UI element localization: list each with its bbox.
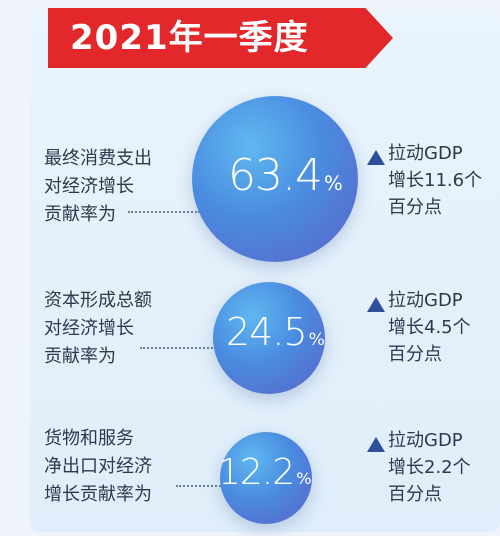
value-bubble <box>192 96 358 262</box>
label-line: 资本形成总额 <box>44 290 152 311</box>
impact-line: 拉动GDP <box>388 143 463 164</box>
net-exports-label: 货物和服务 净出口对经济 增长贡献率为 <box>44 425 152 509</box>
capital-formation-label: 资本形成总额 对经济增长 贡献率为 <box>44 287 152 371</box>
impact-line: 拉动GDP <box>388 430 463 451</box>
triangle-icon <box>367 437 385 452</box>
gdp-impact: 拉动GDP 增长4.5个 百分点 <box>388 287 471 368</box>
value-bubble <box>220 432 312 524</box>
impact-line: 百分点 <box>388 197 442 218</box>
contribution-value: 12.2% <box>218 452 312 493</box>
consumption-label: 最终消费支出 对经济增长 贡献率为 <box>44 145 152 229</box>
leader-line <box>176 485 224 487</box>
gdp-impact: 拉动GDP 增长11.6个 百分点 <box>388 140 482 221</box>
impact-line: 拉动GDP <box>388 290 463 311</box>
label-line: 货物和服务 <box>44 428 134 449</box>
label-line: 对经济增长 <box>44 318 134 339</box>
value-bubble <box>213 282 325 394</box>
label-line: 最终消费支出 <box>44 148 152 169</box>
triangle-icon <box>367 297 385 312</box>
impact-line: 增长11.6个 <box>388 170 483 191</box>
label-line: 净出口对经济 <box>44 456 152 477</box>
impact-line: 增长2.2个 <box>388 457 471 478</box>
contribution-value: 24.5% <box>226 310 325 354</box>
label-line: 增长贡献率为 <box>44 484 152 505</box>
label-line: 贡献率为 <box>44 346 116 367</box>
title-banner: 2021年一季度 <box>48 8 393 68</box>
label-line: 贡献率为 <box>44 204 116 225</box>
label-line: 对经济增长 <box>44 176 134 197</box>
leader-line <box>128 211 200 213</box>
contribution-value: 63.4% <box>228 150 343 201</box>
impact-line: 百分点 <box>388 344 442 365</box>
page-title: 2021年一季度 <box>70 18 309 58</box>
impact-line: 百分点 <box>388 484 442 505</box>
triangle-icon <box>367 150 385 165</box>
gdp-impact: 拉动GDP 增长2.2个 百分点 <box>388 427 471 508</box>
leader-line <box>140 347 220 349</box>
impact-line: 增长4.5个 <box>388 317 471 338</box>
